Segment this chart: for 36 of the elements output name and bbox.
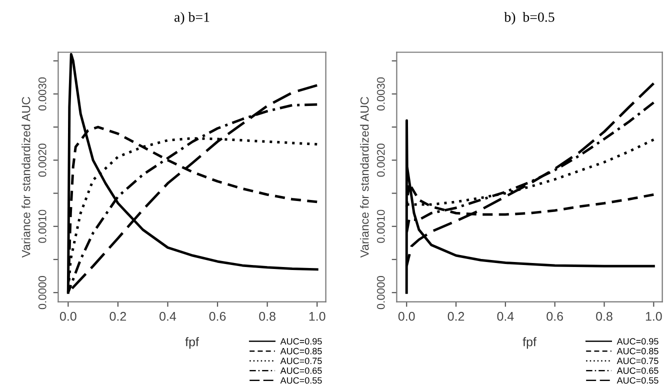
y-axis-title: Variance for standardized AUC <box>360 96 369 258</box>
y-tick-label: 0.0000 <box>38 276 46 310</box>
legend-label: AUC=0.65 <box>616 367 658 374</box>
chart-title: b) b=0.5 <box>504 12 554 25</box>
legend-label: AUC=0.75 <box>616 358 658 364</box>
x-tick-label: 0.4 <box>160 312 176 321</box>
legend-label: AUC=0.95 <box>616 338 658 345</box>
y-tick-label: 0.0030 <box>38 77 46 111</box>
x-axis-title: fpf <box>522 337 536 349</box>
x-tick-label: 1.0 <box>309 312 326 321</box>
x-tick-label: 0.2 <box>448 312 464 321</box>
y-tick-label: 0.0010 <box>376 210 385 243</box>
y-tick-label: 0.0020 <box>38 144 46 177</box>
chart-title: a) b=1 <box>174 12 210 25</box>
legend-label: AUC=0.55 <box>616 377 658 384</box>
legend-label: AUC=0.85 <box>616 348 658 354</box>
x-tick-label: 0.0 <box>60 312 76 321</box>
y-tick-label: 0.0000 <box>376 276 385 310</box>
y-tick-label: 0.0010 <box>38 210 46 243</box>
x-tick-label: 0.6 <box>209 312 226 321</box>
x-tick-label: 0.0 <box>398 312 415 321</box>
legend-label: AUC=0.85 <box>280 348 322 354</box>
y-tick-label: 0.0030 <box>376 77 385 111</box>
x-tick-label: 1.0 <box>646 312 662 321</box>
legend-label: AUC=0.75 <box>280 358 322 364</box>
x-tick-label: 0.2 <box>110 312 126 321</box>
x-tick-label: 0.6 <box>546 312 563 321</box>
y-axis-title: Variance for standardized AUC <box>22 96 30 258</box>
x-tick-label: 0.8 <box>596 312 612 321</box>
legend-label: AUC=0.65 <box>280 367 322 374</box>
x-tick-label: 0.8 <box>259 312 276 321</box>
y-tick-label: 0.0020 <box>376 144 385 177</box>
x-tick-label: 0.4 <box>497 312 514 321</box>
x-axis-title: fpf <box>185 337 199 349</box>
legend-label: AUC=0.95 <box>280 338 322 345</box>
legend-label: AUC=0.55 <box>280 377 322 384</box>
